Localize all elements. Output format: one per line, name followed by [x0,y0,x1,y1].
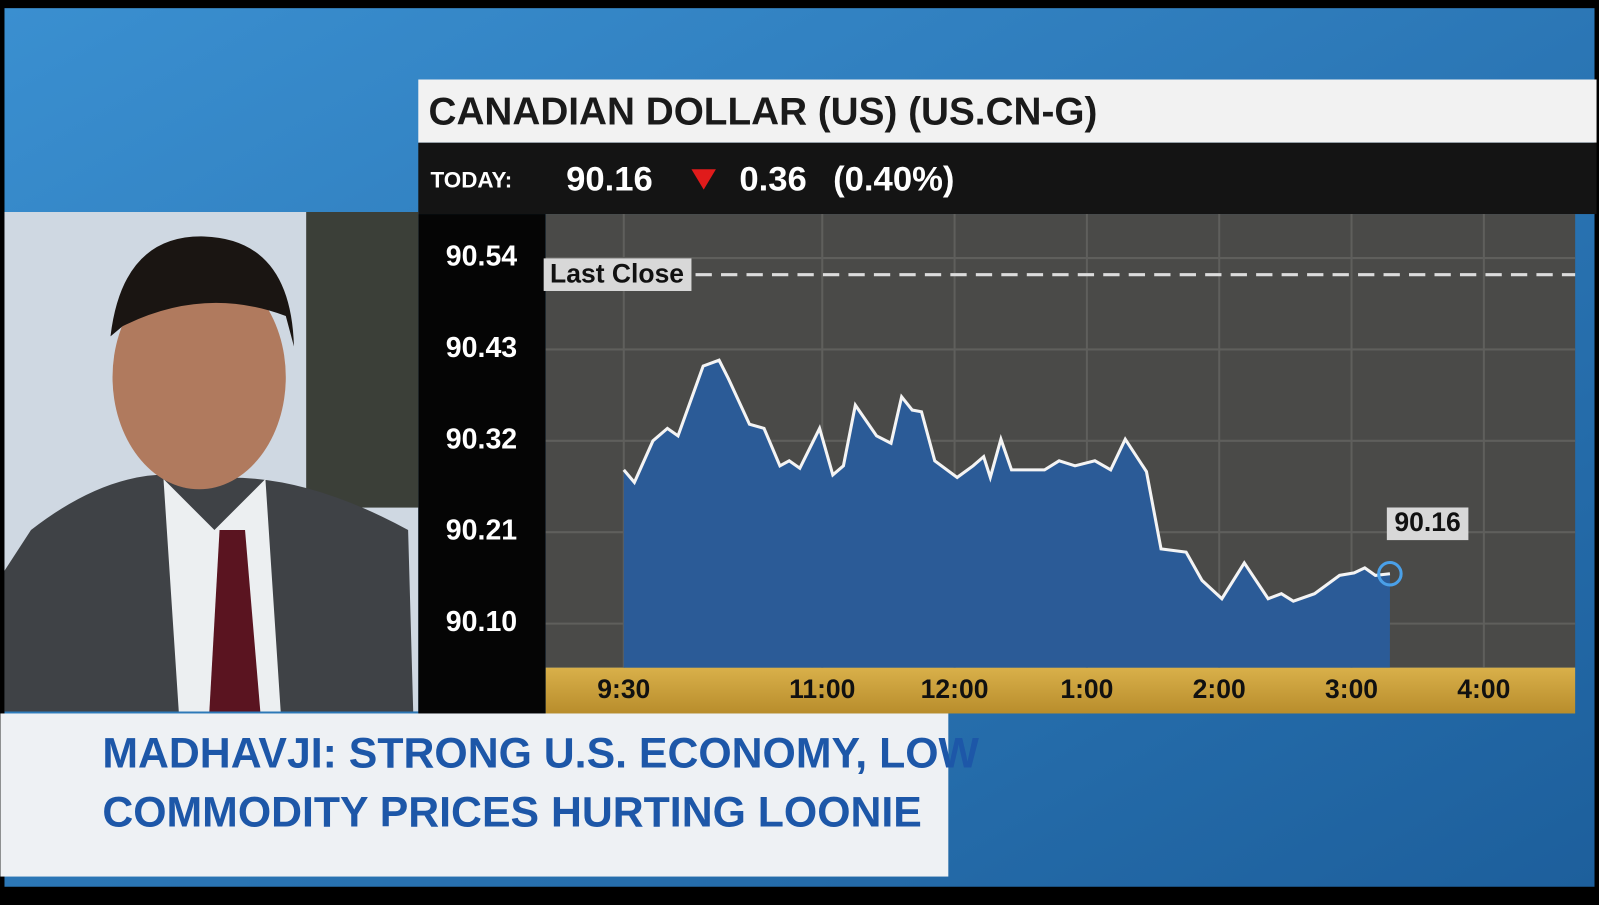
title-bar [418,79,1597,143]
x-tick-label: 11:00 [789,674,855,704]
y-tick-label: 90.10 [446,606,517,638]
x-tick-label: 12:00 [921,674,989,704]
end-label: 90.16 [1394,507,1460,537]
down-arrow [691,169,716,190]
line [622,358,1391,603]
today-change: 0.36 [739,161,806,199]
last-close-box [543,258,692,291]
x-tick-label: 2:00 [1193,674,1246,704]
today-label: TODAY: [431,167,513,192]
chart-title: CANADIAN DOLLAR (US) (US.CN-G) [428,90,1097,133]
x-tick-label: 3:00 [1325,674,1378,704]
end-label-box [1386,507,1469,541]
y-tick-label: 90.21 [446,515,517,547]
headline-line: COMMODITY PRICES HURTING LOONIE [102,789,922,837]
studio-video [4,212,419,712]
y-tick-label: 90.54 [446,241,517,273]
y-tick-label: 90.32 [446,423,517,455]
headline-box [0,713,949,877]
end-marker [1377,560,1403,587]
x-tick-label: 4:00 [1457,674,1510,704]
y-tick-label: 90.43 [446,332,517,364]
x-axis-band [545,667,1576,714]
today-price: 90.16 [566,161,653,199]
x-tick-label: 9:30 [597,674,650,704]
y-axis-panel [418,214,546,714]
today-percent: (0.40%) [833,161,954,199]
last-close-label: Last Close [550,259,684,289]
x-tick-label: 1:00 [1060,674,1113,704]
headline-line: MADHAVJI: STRONG U.S. ECONOMY, LOW [102,730,979,778]
chart: 90.54 90.43 90.32 90.21 90.10 9:30 11:00 12:00 1… [446,214,1576,704]
quote-bar [418,142,1597,215]
